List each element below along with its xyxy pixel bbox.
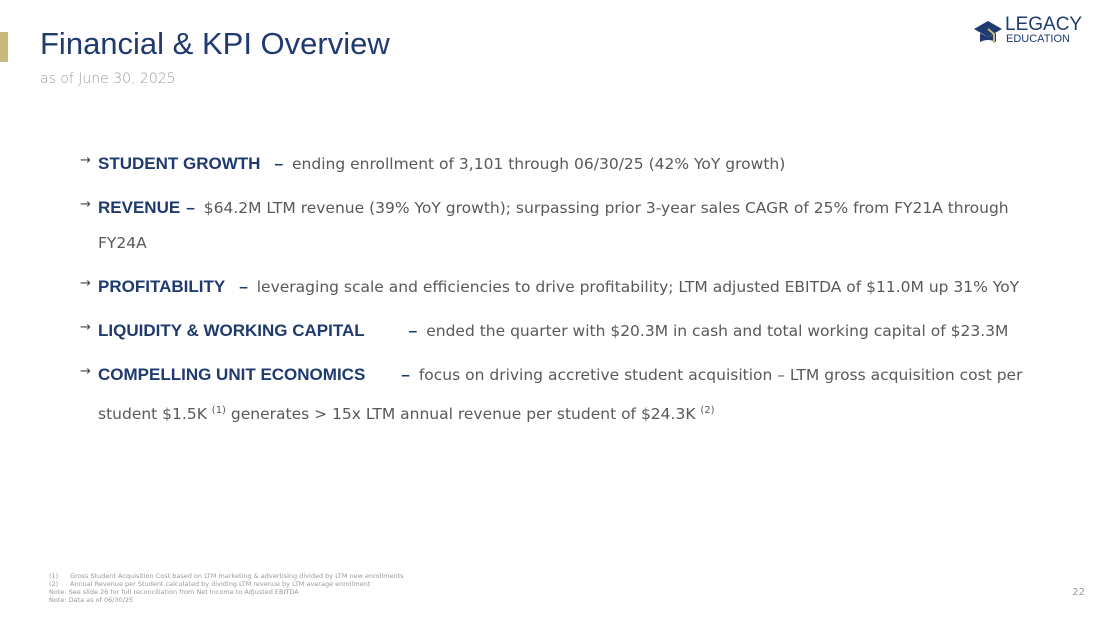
footnote-text: Gross Student Acquisition Cost based on … [70,572,404,580]
bullet-text: ending enrollment of 3,101 through 06/30… [292,155,786,173]
bullet-label: COMPELLING UNIT ECONOMICS [98,365,366,384]
bullet-text: ended the quarter with $20.3M in cash an… [426,322,1009,340]
page-title: Financial & KPI Overview [40,26,390,61]
footnote-number: (1) [49,572,59,580]
dash: – [408,323,418,340]
note: Note: Data as of 06/30/25 [49,596,134,604]
dash: – [274,156,284,173]
bullet-label: PROFITABILITY [98,277,226,296]
arrow-icon: → [80,320,91,335]
bullet-text: focus on driving accretive student acqui… [98,366,1023,424]
note: Note: See slide 26 for full reconciliati… [49,588,299,596]
arrow-icon: → [80,153,91,168]
dash: – [186,200,195,217]
dash: – [401,367,410,384]
bullet-student-growth: → STUDENT GROWTH – ending enrollment of 3… [80,146,1040,182]
footnote-ref-1: (1) [211,405,226,416]
footnotes: (1) Gross Student Acquisition Cost based … [49,572,404,604]
footnote-text: Annual Revenue per Student calculated by… [70,580,371,588]
arrow-icon: → [80,197,91,212]
bullet-profitability: → PROFITABILITY – leveraging scale and ef… [80,269,1040,305]
footnote-ref-2: (2) [700,405,715,416]
legacy-education-logo: LEGACY EDUCATION [972,14,1083,46]
accent-bar [0,32,8,62]
bullet-text: $64.2M LTM revenue (39% YoY growth); sur… [98,199,1009,252]
bullet-revenue: → REVENUE – $64.2M LTM revenue (39% YoY g… [80,190,1040,261]
graduation-cap-icon [974,21,1002,43]
bullet-text: generates > 15x LTM annual revenue per s… [230,405,696,424]
kpi-bullet-list: → STUDENT GROWTH – ending enrollment of 3… [80,146,1040,440]
footnote: (1) Gross Student Acquisition Cost based … [49,572,404,580]
footnote-number: (2) [49,580,59,588]
bullet-liquidity: → LIQUIDITY & WORKING CAPITAL – ended the… [80,313,1040,349]
logo-text-education: EDUCATION [1006,33,1070,45]
arrow-icon: → [80,364,91,379]
footnote: (2) Annual Revenue per Student calculated… [49,580,404,588]
bullet-label: STUDENT GROWTH [98,154,261,173]
bullet-label: REVENUE [98,198,181,217]
page-subtitle: as of June 30, 2025 [40,71,176,87]
logo-text-legacy: LEGACY [1005,14,1083,35]
page-number: 22 [1072,587,1085,598]
bullet-unit-economics: → COMPELLING UNIT ECONOMICS – focus on dr… [80,357,1040,432]
dash: – [239,279,248,296]
arrow-icon: → [80,276,91,291]
bullet-text: leveraging scale and efficiencies to dri… [256,278,1020,296]
bullet-label: LIQUIDITY & WORKING CAPITAL [98,321,365,340]
